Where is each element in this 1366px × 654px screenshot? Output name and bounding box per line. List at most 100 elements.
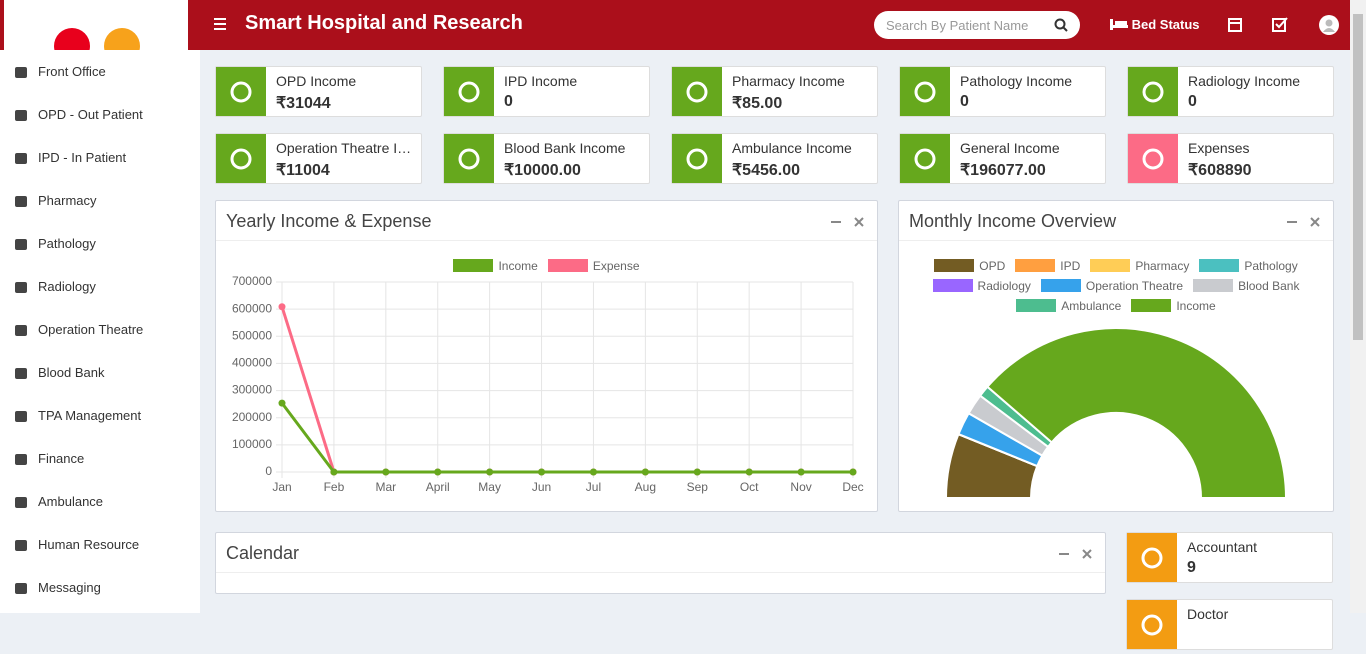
legend-label: Pathology (1244, 259, 1298, 273)
legend-item: Income (453, 259, 538, 273)
menu-toggle[interactable] (214, 18, 226, 30)
info-card: Ambulance Income ₹5456.00 (671, 133, 878, 184)
panel-tools[interactable] (1059, 549, 1095, 559)
legend-swatch (1131, 299, 1172, 312)
card-label: Blood Bank Income (504, 140, 626, 156)
menu-item[interactable]: Messaging (38, 580, 101, 595)
card-label: Ambulance Income (732, 140, 852, 156)
menu-item[interactable]: Radiology (38, 279, 96, 294)
icon-glyph (1141, 547, 1163, 569)
menu-item[interactable]: Pharmacy (38, 193, 97, 208)
search-box[interactable]: Search By Patient Name (874, 11, 1080, 39)
legend-label: Expense (592, 259, 640, 273)
slice (986, 327, 1288, 499)
logo[interactable] (0, 0, 188, 50)
sidebar: Front Office OPD - Out Patient IPD - In Pa… (0, 50, 200, 613)
legend-swatch (1199, 259, 1240, 272)
logo-mark (54, 28, 140, 50)
legend-swatch (547, 259, 588, 272)
menu-icon (15, 153, 27, 164)
menu-item[interactable]: OPD - Out Patient (38, 107, 143, 122)
y-tick-label: 500000 (232, 328, 272, 342)
doughnut-chart (944, 327, 1288, 499)
y-tick-label: 600000 (232, 301, 272, 315)
icon-glyph (458, 148, 480, 170)
legend-swatch (1016, 299, 1057, 312)
data-point (278, 399, 286, 407)
scroll-thumb[interactable] (1353, 14, 1363, 340)
header: Smart Hospital and Research Search By Pa… (0, 0, 1350, 50)
y-tick-label: 700000 (232, 274, 272, 288)
panel-tools[interactable] (1287, 217, 1323, 227)
icon-shape (1142, 81, 1164, 103)
scrollbar[interactable] (1350, 0, 1366, 613)
menu-item[interactable]: Finance (38, 451, 85, 466)
icon-shape (458, 148, 480, 170)
card-label: Operation Theatre Income (276, 140, 416, 156)
menu-item[interactable]: Ambulance (38, 494, 104, 509)
task-icon[interactable] (1272, 16, 1289, 32)
legend-item: Income (1131, 299, 1216, 313)
panel-title: Monthly Income Overview (909, 211, 1117, 231)
card-value: ₹11004 (276, 162, 330, 179)
legend-label: Operation Theatre (1085, 279, 1184, 293)
calendar-panel: Calendar (215, 532, 1106, 594)
data-point (693, 468, 701, 476)
x-tick-label: May (478, 480, 501, 494)
icon-glyph (914, 148, 936, 170)
icon-shape (230, 81, 252, 103)
card-icon (672, 67, 722, 116)
x-tick-label: Jun (532, 480, 551, 494)
menu-item[interactable]: TPA Management (38, 408, 142, 423)
card-label: IPD Income (504, 73, 578, 89)
x-tick-label: Nov (790, 480, 811, 494)
yearly-panel: Yearly Income & Expense Income Expense 0 1… (215, 200, 878, 512)
menu-item[interactable]: Pathology (38, 236, 96, 251)
data-point (382, 468, 390, 476)
x-tick-label: Jan (272, 480, 291, 494)
legend-label: Pharmacy (1135, 259, 1190, 273)
icon-shape (1142, 148, 1164, 170)
card-label: OPD Income (276, 73, 357, 89)
menu-icon (15, 110, 27, 121)
series-line (280, 306, 853, 474)
icon-glyph (458, 81, 480, 103)
icon-shape (914, 81, 936, 103)
data-point (486, 468, 494, 476)
menu-item[interactable]: Operation Theatre (38, 322, 144, 337)
menu-item[interactable]: IPD - In Patient (38, 150, 127, 165)
menu-icon (15, 196, 27, 207)
legend-swatch (1193, 279, 1234, 292)
info-card: Blood Bank Income ₹10000.00 (443, 133, 650, 184)
icon-glyph (1142, 148, 1164, 170)
calendar-icon[interactable] (1228, 17, 1242, 32)
legend-item: Ambulance (1016, 299, 1121, 313)
legend-swatch (1015, 259, 1056, 272)
menu-item[interactable]: Human Resource (38, 537, 140, 552)
legend-swatch (932, 279, 973, 292)
data-point (278, 303, 286, 311)
card-icon (1128, 134, 1178, 183)
icon-glyph (230, 81, 252, 103)
menu-item[interactable]: Blood Bank (38, 365, 105, 380)
card-label: Pathology Income (960, 73, 1073, 89)
card-value: 0 (1188, 93, 1197, 110)
x-tick-label: Sep (687, 480, 709, 494)
data-point (849, 468, 857, 476)
search-icon[interactable] (1054, 18, 1068, 32)
x-tick-label: Jul (586, 480, 601, 494)
card-icon (1127, 600, 1177, 649)
icon-shape (458, 81, 480, 103)
legend-swatch (934, 259, 975, 272)
menu-item[interactable]: Front Office (38, 64, 106, 79)
panel-title: Calendar (226, 543, 300, 563)
user-avatar[interactable] (1319, 15, 1339, 35)
legend-swatch (453, 259, 494, 272)
card-value: ₹5456.00 (732, 162, 801, 179)
icon-glyph (1141, 614, 1163, 636)
bed-status[interactable]: Bed Status (1110, 17, 1200, 32)
panel-divider (216, 572, 1105, 573)
legend-label: Income (498, 259, 538, 273)
panel-tools[interactable] (831, 217, 867, 227)
info-card: OPD Income ₹31044 (215, 66, 422, 117)
